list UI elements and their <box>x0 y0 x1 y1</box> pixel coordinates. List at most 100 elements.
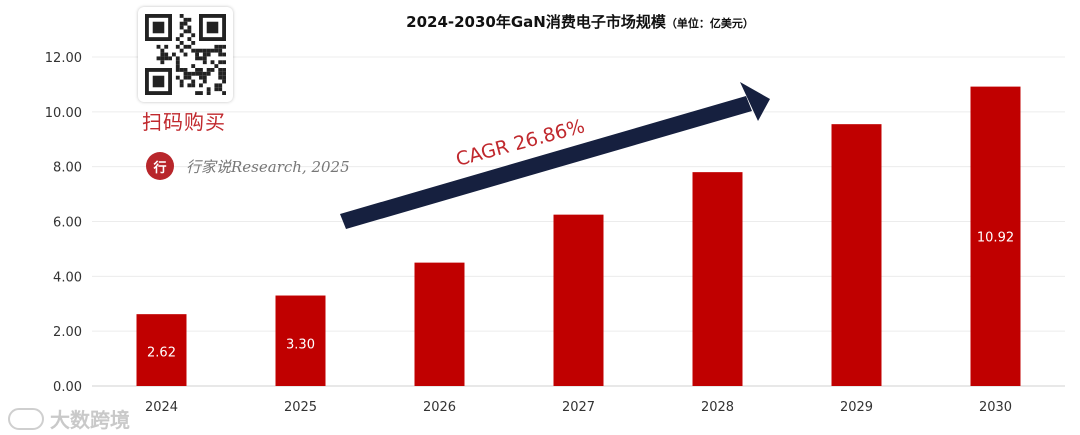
y-tick-label: 4.00 <box>53 270 82 285</box>
qr-module <box>218 83 223 88</box>
qr-module <box>214 48 219 53</box>
qr-module <box>191 79 196 84</box>
bar <box>136 314 187 386</box>
x-axis-tick-labels: 2024 2025 2026 2027 2028 2029 2030 <box>145 400 1012 415</box>
bar <box>831 124 882 386</box>
bar-data-labels: 2.62 3.30 10.92 <box>147 230 1014 360</box>
qr-code-icon <box>145 14 226 95</box>
qr-module <box>210 68 215 72</box>
qr-module <box>202 56 207 61</box>
qr-module <box>164 44 169 49</box>
qr-module <box>214 44 219 49</box>
qr-module <box>202 60 207 65</box>
qr-module <box>183 17 188 22</box>
qr-finder-core <box>152 21 165 34</box>
qr-module <box>218 48 223 53</box>
x-tick-label: 2027 <box>562 400 595 415</box>
qr-module <box>210 60 215 65</box>
qr-module <box>218 52 223 57</box>
qr-module <box>179 21 184 26</box>
qr-module <box>218 68 223 72</box>
qr-module <box>202 79 207 84</box>
qr-module <box>195 52 199 57</box>
watermark-text: 大数跨境 <box>50 408 130 432</box>
qr-module <box>206 52 211 57</box>
bar <box>692 172 743 386</box>
watermark: 大数跨境 <box>8 404 130 433</box>
y-tick-label: 6.00 <box>53 216 82 231</box>
qr-module <box>195 71 199 76</box>
qr-module <box>206 68 211 72</box>
qr-module <box>199 68 203 72</box>
qr-module <box>202 71 207 76</box>
x-tick-label: 2030 <box>979 400 1012 415</box>
y-tick-label: 0.00 <box>53 380 82 395</box>
cagr-arrow-shaft <box>340 96 752 229</box>
qr-code[interactable] <box>138 7 233 102</box>
qr-module <box>179 79 184 84</box>
bar-data-label: 10.92 <box>977 230 1014 245</box>
chart-title: 2024-2030年GaN消费电子市场规模（单位：亿美元） <box>406 13 754 31</box>
qr-module <box>218 87 223 92</box>
qr-module <box>222 68 226 72</box>
bar <box>970 86 1021 387</box>
qr-module <box>195 68 199 72</box>
qr-module <box>199 75 203 80</box>
qr-module <box>222 52 226 57</box>
qr-module <box>168 56 172 61</box>
bar <box>414 262 465 386</box>
qr-module <box>191 71 196 76</box>
qr-module <box>175 37 180 41</box>
qr-module <box>187 25 192 30</box>
bar <box>553 214 604 386</box>
qr-module <box>187 29 192 34</box>
qr-module <box>214 83 219 88</box>
qr-module <box>175 75 180 80</box>
x-tick-label: 2026 <box>423 400 456 415</box>
qr-module <box>175 60 180 65</box>
qr-module <box>179 68 184 72</box>
qr-module <box>156 56 161 61</box>
qr-module <box>164 56 169 61</box>
qr-finder-core <box>206 21 219 34</box>
source-text: 行家说Research, 2025 <box>186 157 350 176</box>
qr-module <box>206 87 211 92</box>
qr-module <box>195 48 199 53</box>
qr-module <box>183 52 188 57</box>
qr-module <box>199 71 203 76</box>
qr-module <box>218 75 223 80</box>
qr-module <box>187 83 192 88</box>
qr-module <box>202 48 207 53</box>
y-tick-label: 2.00 <box>53 325 82 340</box>
cagr-arrow <box>340 82 770 229</box>
qr-module <box>187 17 192 22</box>
qr-module <box>187 37 192 41</box>
qr-module <box>187 75 192 80</box>
qr-finder-core <box>152 75 165 88</box>
qr-module <box>214 87 219 92</box>
x-tick-label: 2029 <box>840 400 873 415</box>
qr-module <box>183 44 188 49</box>
qr-module <box>187 71 192 76</box>
qr-module <box>160 52 165 57</box>
qr-module <box>191 33 196 38</box>
x-tick-label: 2028 <box>701 400 734 415</box>
qr-module <box>183 29 188 34</box>
qr-module <box>222 75 226 80</box>
unit-note: （单位：亿美元） <box>666 16 754 30</box>
qr-module <box>175 44 180 49</box>
y-tick-label: 8.00 <box>53 161 82 176</box>
qr-module <box>160 48 165 53</box>
qr-module <box>187 44 192 49</box>
qr-module <box>218 44 223 49</box>
qr-module <box>206 48 211 53</box>
qr-module <box>206 71 211 76</box>
qr-module <box>160 56 165 61</box>
qr-module <box>179 25 184 30</box>
qr-module <box>172 52 176 57</box>
qr-module <box>179 14 184 18</box>
bar-data-label: 3.30 <box>286 337 315 352</box>
qr-module <box>206 91 211 95</box>
scan-to-buy-label: 扫码购买 <box>142 110 226 134</box>
